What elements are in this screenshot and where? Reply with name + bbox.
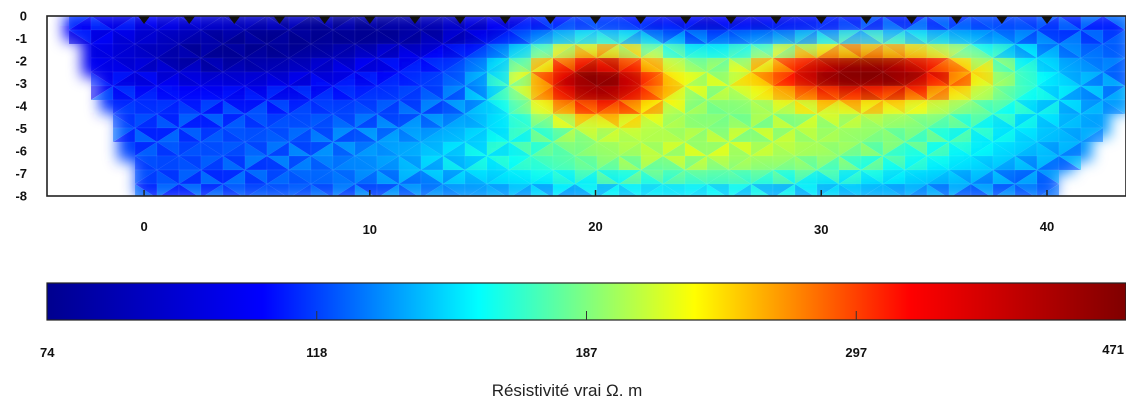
colorbar-tick-label: 118 [306,345,327,360]
electrode-marker [589,16,602,24]
plot-frame [46,15,1126,197]
y-tick-label: 0 [20,9,27,24]
electrode-marker [544,16,557,24]
y-tick-label: -3 [15,76,27,91]
colorbar-tick-label: 74 [40,345,55,360]
electrode-marker [679,16,692,24]
x-tick-label: 10 [363,222,377,237]
electrode-marker [138,16,151,24]
electrode-marker [499,16,512,24]
electrode-marker [228,16,241,24]
colorbar-tick-label: 297 [845,345,867,360]
electrode-marker [995,16,1008,24]
y-tick-label: -6 [15,144,27,159]
electrode-marker [634,16,647,24]
electrode-marker [408,16,421,24]
y-axis: 0 -1 -2 -3 -4 -5 -6 -7 -8 [15,9,27,204]
resistivity-mesh [64,16,1126,196]
resistivity-section: 0 10 20 30 40 0 -1 -2 -3 -4 -5 -6 -7 -8 [15,9,1126,237]
electrode-marker [1040,16,1053,24]
electrode-marker [318,16,331,24]
colorbar-ticks: 74 118 187 297 471 [40,311,1124,360]
electrode-marker [454,16,467,24]
x-tick-label: 20 [588,219,602,234]
x-tick-label: 40 [1040,219,1054,234]
electrode-marker [724,16,737,24]
x-tick-label: 30 [814,222,828,237]
y-tick-label: -5 [15,121,27,136]
colorbar: 74 118 187 297 471 Résistivité vrai Ω. m [40,282,1126,400]
y-tick-label: -8 [15,189,27,204]
y-tick-label: -7 [15,166,27,181]
electrode-markers [138,16,1053,24]
electrode-marker [815,16,828,24]
electrode-marker [905,16,918,24]
y-tick-label: -4 [15,99,27,114]
x-axis: 0 10 20 30 40 [140,190,1054,237]
electrode-marker [950,16,963,24]
electrode-marker [770,16,783,24]
electrode-marker [363,16,376,24]
y-tick-label: -2 [15,54,27,69]
colorbar-tick-label: 471 [1102,342,1124,357]
colorbar-tick-label: 187 [576,345,598,360]
x-tick-label: 0 [140,219,147,234]
electrode-marker [273,16,286,24]
electrode-marker [860,16,873,24]
colorbar-title: Résistivité vrai Ω. m [492,381,643,400]
y-tick-label: -1 [15,31,27,46]
electrode-marker [183,16,196,24]
